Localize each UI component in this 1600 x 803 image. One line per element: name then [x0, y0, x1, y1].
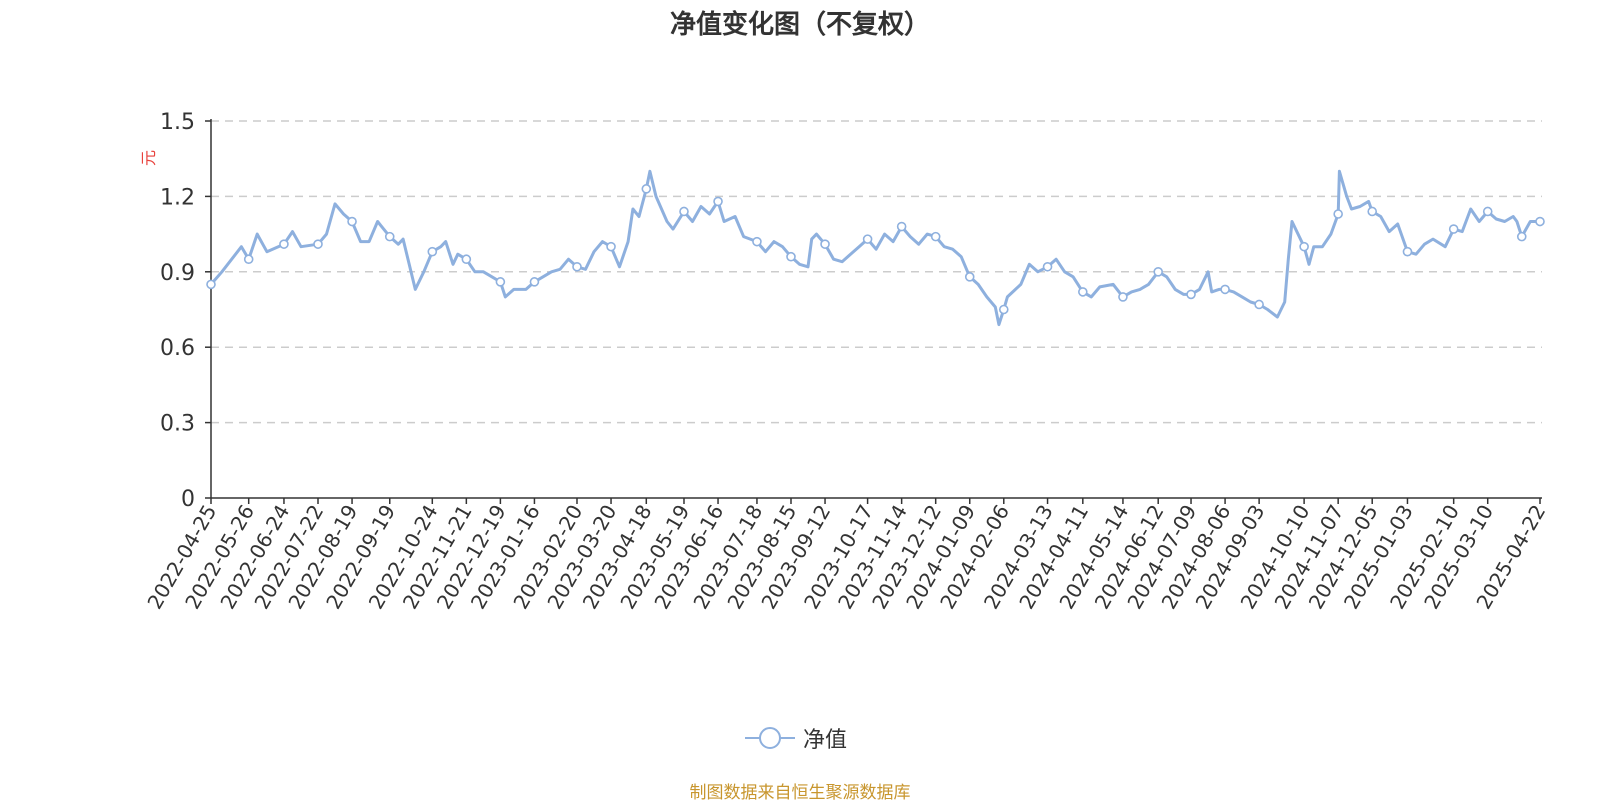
y-tick-label: 1.5	[160, 110, 195, 135]
data-point[interactable]	[1516, 231, 1527, 242]
data-point[interactable]	[1402, 246, 1413, 257]
y-tick-label: 0	[181, 487, 195, 512]
data-point[interactable]	[1186, 289, 1196, 300]
data-point[interactable]	[1448, 224, 1459, 234]
legend-line-icon	[745, 727, 795, 749]
data-point[interactable]	[998, 304, 1009, 315]
marker-layer	[206, 184, 1545, 315]
data-point[interactable]	[495, 277, 506, 287]
data-point[interactable]	[461, 254, 472, 265]
grid-layer	[211, 120, 1542, 424]
data-point[interactable]	[243, 254, 254, 265]
data-point[interactable]	[820, 239, 830, 249]
data-point[interactable]	[313, 239, 323, 249]
data-point[interactable]	[606, 241, 616, 252]
data-point[interactable]	[1482, 206, 1493, 217]
data-point[interactable]	[206, 279, 216, 290]
y-tick-label: 0.6	[160, 336, 195, 361]
data-point[interactable]	[641, 184, 652, 194]
data-point[interactable]	[1042, 261, 1053, 272]
data-point[interactable]	[896, 221, 907, 232]
data-point[interactable]	[1153, 266, 1164, 277]
series-layer	[209, 169, 1540, 327]
data-point[interactable]	[1118, 292, 1128, 302]
data-point[interactable]	[679, 206, 689, 217]
data-point[interactable]	[1299, 241, 1309, 252]
series-line-jingzhi[interactable]	[209, 169, 1540, 327]
data-point[interactable]	[1535, 216, 1545, 227]
y-tick-label: 0.9	[160, 261, 195, 286]
data-point[interactable]	[964, 272, 975, 282]
chart-title: 净值变化图（不复权）	[669, 10, 930, 40]
data-point[interactable]	[1220, 284, 1230, 295]
data-point[interactable]	[752, 236, 762, 247]
y-tick-label: 0.3	[160, 412, 195, 437]
data-point[interactable]	[862, 234, 873, 244]
data-point[interactable]	[1254, 299, 1264, 310]
data-point[interactable]	[279, 239, 289, 249]
data-point[interactable]	[384, 231, 395, 242]
data-point[interactable]	[930, 231, 941, 242]
data-point[interactable]	[529, 277, 540, 287]
data-point[interactable]	[786, 251, 796, 262]
y-axis-label: 元	[139, 150, 158, 166]
data-point[interactable]	[1367, 206, 1378, 217]
data-point[interactable]	[572, 261, 582, 272]
legend-label-series: 净值	[803, 728, 848, 753]
legend[interactable]: 净值	[745, 722, 847, 754]
data-point[interactable]	[713, 196, 723, 207]
data-point[interactable]	[1078, 287, 1088, 297]
data-point[interactable]	[427, 246, 438, 257]
y-tick-label: 1.2	[160, 185, 195, 210]
data-point[interactable]	[1333, 209, 1343, 219]
source-note: 制图数据来自恒生聚源数据库	[689, 783, 911, 803]
data-point[interactable]	[347, 216, 357, 227]
